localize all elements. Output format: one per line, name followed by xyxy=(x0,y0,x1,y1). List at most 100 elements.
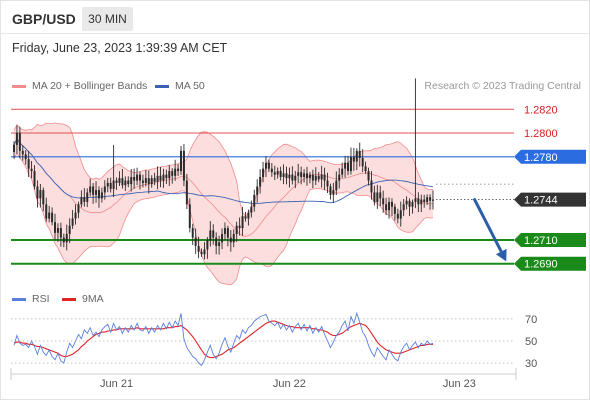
candle-body xyxy=(141,180,144,183)
candle-body xyxy=(279,171,282,177)
candle-body xyxy=(323,174,326,181)
level-tag-bg xyxy=(514,232,586,247)
candle-body xyxy=(423,199,426,202)
level-label-1.2820: 1.2820 xyxy=(524,104,558,116)
candle-body xyxy=(118,178,121,183)
candle-body xyxy=(177,168,180,172)
legend-ma50: MA 50 xyxy=(155,80,205,92)
candle-body xyxy=(241,216,244,229)
rsi-tick-50: 50 xyxy=(525,336,537,348)
candle-body xyxy=(373,192,376,202)
candle-body xyxy=(329,186,332,195)
candle-body xyxy=(109,182,112,189)
legend-bollinger-label: MA 20 + Bollinger Bands xyxy=(32,80,148,92)
timeframe-button[interactable]: 30 MIN xyxy=(82,7,133,31)
candle-body xyxy=(39,190,42,199)
candle-body xyxy=(256,186,259,195)
candle-body xyxy=(414,198,417,202)
candle-body xyxy=(115,180,118,183)
candle-body xyxy=(276,171,279,175)
candle-body xyxy=(250,206,253,213)
candle-body xyxy=(106,182,109,187)
level-label-1.2780: 1.2780 xyxy=(524,152,558,164)
candle-body xyxy=(320,174,323,180)
legend-rsi: RSI xyxy=(12,293,50,305)
last-price-tag-bg xyxy=(514,192,586,207)
candle-body xyxy=(264,162,267,169)
candle-body xyxy=(317,175,320,180)
candle-body xyxy=(194,237,197,246)
header-divider xyxy=(0,33,590,34)
rsi-line xyxy=(13,311,434,367)
research-credit: Research © 2023 Trading Central xyxy=(424,80,581,92)
candle-body xyxy=(80,197,83,205)
candle-body xyxy=(332,190,335,195)
candle-body xyxy=(36,186,39,199)
candle-body xyxy=(185,180,188,205)
candle-body xyxy=(112,180,115,189)
candle-body xyxy=(182,150,185,181)
candle-body xyxy=(65,234,68,243)
candle-body xyxy=(153,178,156,182)
x-tick-label: Jun 23 xyxy=(443,378,476,390)
rsi-tick-70: 70 xyxy=(525,314,537,326)
candle-body xyxy=(408,200,411,207)
candle-body xyxy=(89,186,92,193)
candle-body xyxy=(221,234,224,243)
candle-body xyxy=(326,180,329,187)
candle-body xyxy=(314,175,317,181)
candle-body xyxy=(226,228,229,238)
candles xyxy=(13,78,434,260)
legend-bollinger: MA 20 + Bollinger Bands xyxy=(12,80,147,92)
candle-body xyxy=(267,162,270,169)
candle-body xyxy=(229,237,232,243)
candle-body xyxy=(223,228,226,235)
candle-body xyxy=(338,174,341,181)
candle-body xyxy=(74,212,77,219)
level-tag-1.2690: 1.2690 xyxy=(514,256,586,271)
rsi-tick-30: 30 xyxy=(525,358,537,370)
candle-body xyxy=(203,249,206,255)
candle-body xyxy=(253,194,256,207)
last-price-label: 1.2744 xyxy=(524,195,558,207)
candle-body xyxy=(297,172,300,176)
symbol-title: GBP/USD xyxy=(12,11,76,27)
candle-body xyxy=(68,225,71,235)
candle-body xyxy=(97,190,100,199)
legend-9ma-swatch xyxy=(62,297,76,301)
legend-rsi-swatch xyxy=(12,297,26,301)
candle-body xyxy=(174,168,177,176)
candle-body xyxy=(33,171,36,187)
candle-body xyxy=(209,230,212,240)
candle-body xyxy=(45,204,48,219)
candle-body xyxy=(121,178,124,186)
candle-body xyxy=(417,198,420,205)
candle-body xyxy=(59,228,62,238)
candle-body xyxy=(162,174,165,181)
candle-body xyxy=(426,197,429,202)
legend-ma50-swatch xyxy=(155,84,169,88)
x-tick-label: Jun 22 xyxy=(273,378,306,390)
candle-body xyxy=(288,174,291,179)
candle-body xyxy=(294,175,297,181)
candle-body xyxy=(168,171,171,179)
candle-body xyxy=(77,204,80,213)
forecast-arrow-shaft xyxy=(472,197,503,253)
level-tag-1.2780: 1.2780 xyxy=(514,149,586,164)
candle-body xyxy=(349,156,352,172)
candle-body xyxy=(270,168,273,173)
candle-body xyxy=(431,199,434,201)
candle-body xyxy=(361,157,364,167)
candle-body xyxy=(30,168,33,172)
candle-body xyxy=(262,168,265,177)
legend-ma50-label: MA 50 xyxy=(175,80,205,92)
level-label-1.2690: 1.2690 xyxy=(524,259,558,271)
candle-body xyxy=(27,159,30,169)
candle-body xyxy=(291,174,294,181)
candle-body xyxy=(420,199,423,205)
candle-body xyxy=(247,212,250,219)
candle-body xyxy=(393,206,396,214)
candle-body xyxy=(358,150,361,158)
candle-body xyxy=(127,180,130,185)
